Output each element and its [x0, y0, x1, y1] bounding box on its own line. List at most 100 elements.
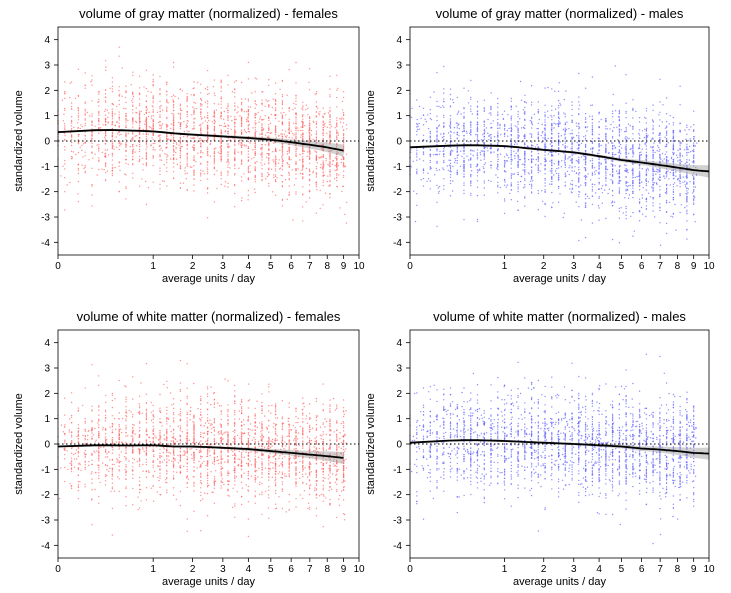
scatter-point	[490, 136, 492, 138]
scatter-point	[575, 185, 577, 187]
scatter-point	[644, 143, 646, 145]
scatter-point	[145, 135, 148, 138]
scatter-point	[206, 164, 209, 166]
scatter-point	[551, 172, 553, 174]
scatter-point	[686, 154, 688, 156]
scatter-point	[159, 88, 161, 90]
scatter-point	[600, 144, 602, 147]
scatter-point	[432, 154, 435, 156]
scatter-point	[280, 133, 282, 135]
scatter-point	[509, 192, 511, 195]
scatter-point	[234, 128, 236, 130]
scatter-point	[281, 152, 284, 154]
scatter-point	[253, 157, 255, 159]
scatter-point	[455, 122, 458, 124]
scatter-point	[172, 105, 175, 107]
scatter-point	[681, 155, 684, 157]
scatter-point	[70, 134, 73, 136]
scatter-point	[514, 125, 516, 127]
scatter-point	[342, 147, 345, 149]
scatter-point	[104, 100, 107, 102]
scatter-point	[193, 159, 195, 162]
scatter-point	[130, 138, 132, 140]
scatter-point	[686, 147, 688, 149]
scatter-point	[467, 90, 469, 92]
scatter-point	[308, 68, 311, 70]
scatter-point	[234, 118, 236, 120]
scatter-point	[686, 190, 688, 192]
scatter-point	[503, 200, 506, 202]
scatter-point	[638, 172, 641, 174]
scatter-point	[293, 184, 296, 186]
scatter-point	[571, 114, 573, 117]
scatter-point	[635, 110, 637, 113]
scatter-point	[278, 162, 280, 164]
scatter-point	[544, 154, 546, 156]
scatter-point	[127, 132, 129, 135]
scatter-point	[254, 145, 256, 147]
scatter-point	[308, 134, 311, 136]
scatter-point	[171, 96, 173, 98]
scatter-point	[64, 138, 66, 141]
scatter-point	[551, 207, 553, 209]
scatter-point	[84, 166, 86, 169]
scatter-point	[104, 132, 107, 135]
scatter-point	[239, 141, 241, 144]
scatter-point	[426, 180, 428, 183]
scatter-point	[132, 172, 134, 174]
scatter-point	[645, 137, 648, 139]
scatter-point	[247, 159, 250, 162]
scatter-point	[104, 135, 107, 137]
scatter-point	[524, 184, 526, 186]
scatter-point	[563, 212, 565, 214]
scatter-point	[672, 186, 675, 188]
scatter-point	[196, 81, 199, 84]
scatter-point	[220, 158, 222, 161]
scatter-point	[495, 174, 497, 176]
scatter-point	[476, 126, 479, 128]
scatter-point	[645, 148, 648, 150]
scatter-point	[271, 106, 274, 109]
scatter-point	[326, 126, 329, 128]
scatter-point	[247, 156, 250, 158]
scatter-point	[77, 107, 80, 109]
scatter-point	[537, 189, 539, 192]
scatter-point	[524, 127, 526, 130]
scatter-point	[145, 165, 148, 167]
scatter-point	[686, 183, 688, 185]
scatter-point	[605, 166, 607, 168]
scatter-point	[200, 145, 202, 147]
scatter-point	[261, 132, 263, 134]
scatter-point	[618, 116, 621, 118]
scatter-point	[166, 137, 168, 139]
scatter-point	[72, 151, 75, 153]
scatter-point	[172, 106, 175, 109]
scatter-point	[172, 148, 175, 150]
scatter-point	[688, 129, 690, 131]
scatter-point	[239, 115, 241, 117]
scatter-point	[281, 103, 284, 106]
scatter-point	[120, 133, 122, 136]
scatter-point	[665, 126, 668, 128]
scatter-point	[274, 130, 277, 132]
scatter-point	[632, 138, 634, 140]
scatter-point	[578, 186, 580, 188]
scatter-point	[610, 163, 612, 165]
scatter-point	[172, 159, 175, 161]
scatter-point	[134, 135, 136, 137]
scatter-point	[213, 148, 216, 150]
scatter-point	[562, 128, 565, 131]
scatter-point	[342, 114, 345, 117]
scatter-point	[524, 196, 526, 198]
scatter-point	[295, 116, 297, 119]
scatter-point	[571, 104, 573, 107]
scatter-point	[77, 68, 80, 71]
scatter-point	[645, 171, 648, 173]
scatter-point	[607, 192, 609, 195]
scatter-point	[564, 138, 566, 140]
scatter-point	[194, 102, 197, 104]
scatter-point	[96, 174, 99, 176]
scatter-point	[325, 157, 327, 160]
scatter-point	[652, 125, 654, 127]
scatter-point	[91, 137, 93, 140]
